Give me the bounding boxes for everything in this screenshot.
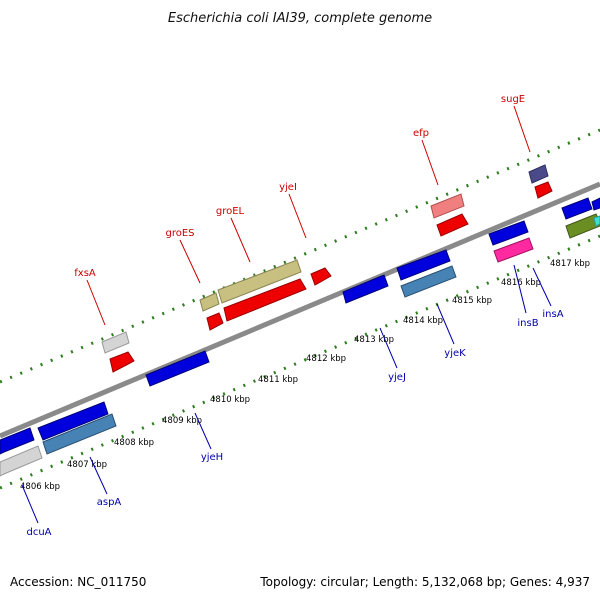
leader-line xyxy=(532,267,552,307)
feature-groES-cds[interactable] xyxy=(206,312,224,331)
gene-label-efp[interactable]: efp xyxy=(413,128,429,139)
gene-label-fxsA[interactable]: fxsA xyxy=(74,268,96,279)
leader-line xyxy=(89,456,108,495)
leader-line xyxy=(288,193,307,239)
scale-label: 4806 kbp xyxy=(20,482,60,492)
gene-label-aspA[interactable]: aspA xyxy=(97,497,122,508)
scale-label: 4808 kbp xyxy=(114,438,154,448)
genome-backbone xyxy=(0,181,600,439)
leader-line xyxy=(513,264,527,314)
leader-line xyxy=(86,279,106,326)
reverse-strand-features xyxy=(0,197,600,477)
gene-label-sugE[interactable]: sugE xyxy=(501,94,525,105)
gene-label-insB[interactable]: insB xyxy=(517,318,538,329)
gene-label-yjeJ[interactable]: yjeJ xyxy=(388,372,406,383)
feature-efp[interactable] xyxy=(430,193,465,219)
scale-label: 4816 kbp xyxy=(501,278,541,288)
leader-line xyxy=(379,327,398,369)
forward-strand-features xyxy=(101,164,553,373)
feature-fxsA-cds[interactable] xyxy=(109,351,135,373)
feature-sugE[interactable] xyxy=(528,164,549,184)
scale-label: 4813 kbp xyxy=(354,335,394,345)
scale-label: 4815 kbp xyxy=(452,296,492,306)
feature-insA-rna[interactable] xyxy=(565,213,600,239)
feature-insB[interactable] xyxy=(488,220,529,246)
leader-line xyxy=(421,139,439,186)
leader-line xyxy=(21,484,39,524)
gene-label-groEL[interactable]: groEL xyxy=(216,206,245,217)
scale-label: 4811 kbp xyxy=(258,375,298,385)
feature-dcuA[interactable] xyxy=(0,427,35,455)
scale-label: 4814 kbp xyxy=(403,316,443,326)
feature-sugE-cds[interactable] xyxy=(534,181,553,199)
leader-line xyxy=(436,303,455,345)
leader-line xyxy=(513,105,531,153)
lower-gene-labels: dcuA aspA yjeH yjeJ yjeK insB insA xyxy=(21,264,564,538)
gene-label-dcuA[interactable]: dcuA xyxy=(26,527,51,538)
feature-groEL[interactable] xyxy=(217,259,302,304)
scale-label: 4807 kbp xyxy=(67,460,107,470)
feature-groES[interactable] xyxy=(199,292,220,312)
scale-label: 4812 kbp xyxy=(306,354,346,364)
scale-label: 4817 kbp xyxy=(550,259,590,269)
feature-dcuA-rna[interactable] xyxy=(0,445,43,477)
genome-summary-text: Topology: circular; Length: 5,132,068 bp… xyxy=(259,575,590,589)
scale-labels: 4806 kbp 4807 kbp 4808 kbp 4809 kbp 4810… xyxy=(20,259,590,492)
feature-efp-cds[interactable] xyxy=(436,213,469,237)
upper-gene-labels: fxsA groES groEL yjeI efp sugE xyxy=(74,94,531,326)
gene-label-groES[interactable]: groES xyxy=(165,228,194,239)
leader-line xyxy=(194,412,212,450)
feature-edge-blue[interactable] xyxy=(591,197,600,211)
feature-yjeK-rna[interactable] xyxy=(400,265,457,298)
feature-insA[interactable] xyxy=(561,197,593,220)
feature-fxsA[interactable] xyxy=(101,331,130,354)
leader-line xyxy=(179,239,201,284)
scale-label: 4809 kbp xyxy=(162,416,202,426)
leader-line xyxy=(230,217,251,263)
gene-label-yjeH[interactable]: yjeH xyxy=(201,452,223,463)
scale-label: 4810 kbp xyxy=(210,395,250,405)
gene-label-insA[interactable]: insA xyxy=(542,309,563,320)
feature-yjeK[interactable] xyxy=(396,249,451,281)
feature-yjeH[interactable] xyxy=(145,350,210,387)
feature-aspA[interactable] xyxy=(37,401,109,441)
gene-label-yjeK[interactable]: yjeK xyxy=(444,348,466,359)
accession-text: Accession: NC_011750 xyxy=(10,575,146,589)
feature-aspA-rna[interactable] xyxy=(42,413,117,455)
map-title: Escherichia coli IAI39, complete genome xyxy=(168,11,432,26)
feature-groEL-cds[interactable] xyxy=(223,278,307,322)
gene-label-yjeI[interactable]: yjeI xyxy=(279,182,297,193)
feature-edge-cyan[interactable] xyxy=(593,215,600,227)
feature-yjeI[interactable] xyxy=(310,267,332,286)
feature-yjeJ[interactable] xyxy=(342,274,389,304)
feature-insB-rna[interactable] xyxy=(493,237,534,263)
